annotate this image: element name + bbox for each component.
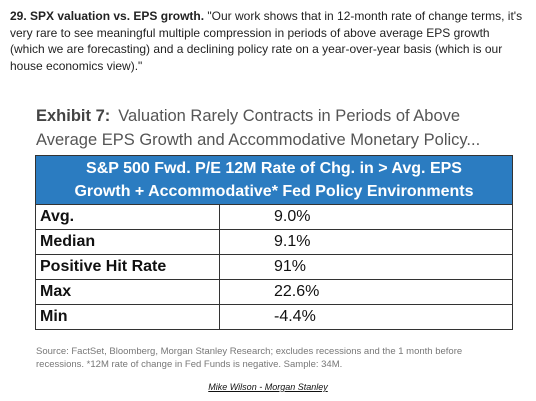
row-value: 9.1% xyxy=(219,229,513,255)
credit: Mike Wilson - Morgan Stanley xyxy=(208,382,328,392)
intro: 29. SPX valuation vs. EPS growth. "Our w… xyxy=(10,8,526,74)
intro-quote: "Our work shows that in 12-month rate of… xyxy=(10,9,523,73)
row-value: -4.4% xyxy=(219,304,513,330)
source-note: Source: FactSet, Bloomberg, Morgan Stanl… xyxy=(36,346,463,370)
row-label: Avg. xyxy=(35,204,220,230)
row-label: Max xyxy=(35,279,220,305)
table-row: Median 9.1% xyxy=(35,229,513,255)
exhibit-label: Exhibit 7: xyxy=(36,107,111,125)
row-value: 22.6% xyxy=(219,279,513,305)
row-label: Median xyxy=(35,229,220,255)
table-row: Positive Hit Rate 91% xyxy=(35,254,513,280)
header-line: S&P 500 Fwd. P/E 12M Rate of Chg. in > A… xyxy=(86,160,462,177)
table-header: S&P 500 Fwd. P/E 12M Rate of Chg. in > A… xyxy=(35,155,513,205)
row-value: 9.0% xyxy=(219,204,513,230)
table-row: Min -4.4% xyxy=(35,304,513,330)
row-label: Min xyxy=(35,304,220,330)
exhibit-title: Exhibit 7: Valuation Rarely Contracts in … xyxy=(36,104,516,152)
row-label: Positive Hit Rate xyxy=(35,254,220,280)
intro-lead: 29. SPX valuation vs. EPS growth. xyxy=(10,9,205,23)
stats-table: S&P 500 Fwd. P/E 12M Rate of Chg. in > A… xyxy=(35,155,513,330)
table-row: Avg. 9.0% xyxy=(35,204,513,230)
row-value: 91% xyxy=(219,254,513,280)
table-body: Avg. 9.0% Median 9.1% Positive Hit Rate 91% Ma… xyxy=(35,204,513,330)
table-row: Max 22.6% xyxy=(35,279,513,305)
exhibit-text: Valuation Rarely Contracts in Periods of… xyxy=(36,107,481,149)
header-line: Growth + Accommodative* Fed Policy Envir… xyxy=(74,183,474,200)
